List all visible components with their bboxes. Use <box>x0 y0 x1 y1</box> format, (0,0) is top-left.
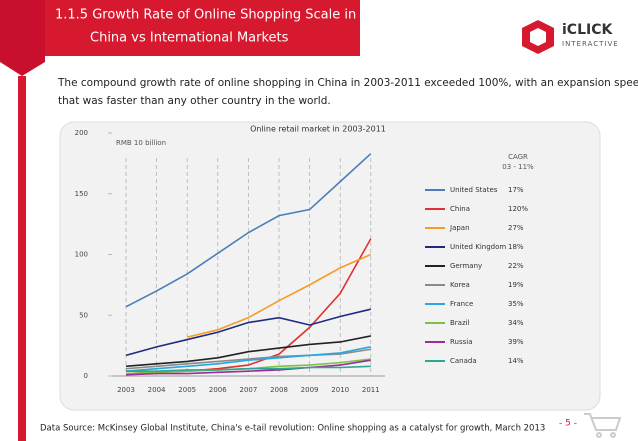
series-line <box>125 348 371 370</box>
y-tick-label: 0 <box>84 372 88 380</box>
legend-cagr: 18% <box>508 243 524 251</box>
cart-icon <box>584 413 622 438</box>
chart: Online retail market in 2003-2011 RMB 10… <box>75 125 534 395</box>
legend-cagr: 19% <box>508 281 524 289</box>
series-line <box>125 346 371 372</box>
series-line <box>125 359 371 376</box>
title: 1.1.5 Growth Rate of Online Shopping Sca… <box>55 8 356 23</box>
legend-label: France <box>450 300 473 308</box>
x-tick-label: 2008 <box>270 386 288 394</box>
chart-title: Online retail market in 2003-2011 <box>250 125 386 134</box>
y-tick-label: 200 <box>75 129 88 137</box>
x-tick-label: 2010 <box>331 386 349 394</box>
logo-tagline: INTERACTIVE <box>562 40 619 48</box>
left-bar <box>18 76 26 441</box>
x-tick-label: 2009 <box>301 386 319 394</box>
cart <box>584 413 622 431</box>
legend-cagr: 27% <box>508 224 524 232</box>
logo: iCLICK INTERACTIVE <box>522 20 619 54</box>
x-tick-label: 2007 <box>239 386 257 394</box>
series-line <box>187 253 372 338</box>
cagr-header: 03 - 11% <box>502 163 534 171</box>
page-number: - 5 - <box>559 419 577 429</box>
series-line <box>125 335 371 368</box>
y-tick-label: 50 <box>79 311 88 319</box>
legend-label: Russia <box>450 338 473 346</box>
legend-cagr: 17% <box>508 186 524 194</box>
legend-label: Japan <box>449 224 470 232</box>
logo-icon <box>530 28 546 46</box>
y-tick-label: 150 <box>75 190 88 198</box>
x-tick-label: 2011 <box>362 386 380 394</box>
series-line <box>126 365 371 372</box>
logo-name: iCLICK <box>562 22 613 38</box>
series-line <box>125 308 371 357</box>
legend-cagr: 34% <box>508 319 524 327</box>
x-tick-label: 2004 <box>148 386 166 394</box>
legend-cagr: 22% <box>508 262 524 270</box>
intro: The compound growth rate of online shopp… <box>57 77 638 89</box>
y-tick-label: 100 <box>75 251 88 259</box>
legend-label: China <box>450 205 470 213</box>
cart-wheel <box>610 432 616 438</box>
legend-label: Germany <box>450 262 482 270</box>
title: China vs International Markets <box>90 31 289 46</box>
legend-label: Korea <box>450 281 470 289</box>
legend-cagr: 35% <box>508 300 524 308</box>
legend-label: United Kingdom <box>450 243 506 251</box>
intro: that was faster than any other country i… <box>58 95 331 107</box>
y-axis-label: RMB 10 billion <box>116 139 166 147</box>
x-tick-label: 2005 <box>178 386 196 394</box>
legend-label: Canada <box>450 357 477 365</box>
x-tick-label: 2006 <box>209 386 227 394</box>
x-tick-label: 2003 <box>117 386 135 394</box>
source: Data Source: McKinsey Global Institute, … <box>40 424 545 434</box>
title-banner <box>45 0 360 56</box>
left-ribbon <box>0 0 45 76</box>
cagr-header: CAGR <box>508 153 528 161</box>
series-line <box>125 153 372 308</box>
legend-label: United States <box>450 186 498 194</box>
legend-cagr: 120% <box>508 205 528 213</box>
legend-cagr: 39% <box>508 338 524 346</box>
cart-wheel <box>596 432 602 438</box>
legend-label: Brazil <box>450 319 470 327</box>
legend-cagr: 14% <box>508 357 524 365</box>
